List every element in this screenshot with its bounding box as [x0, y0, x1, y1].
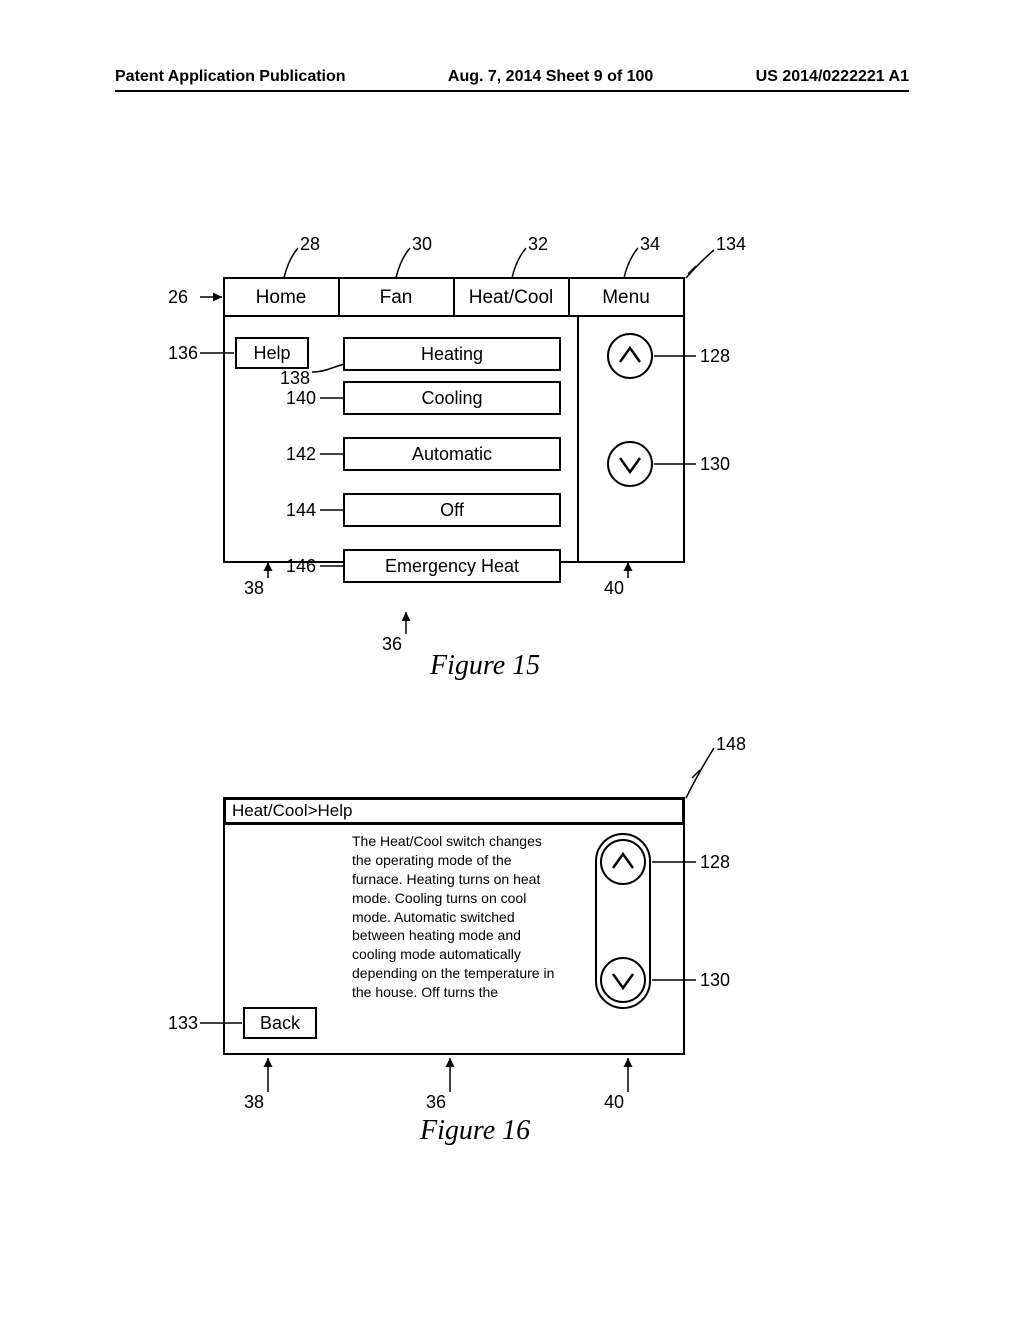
down-button-f16[interactable]: [601, 958, 645, 1002]
svg-text:Help: Help: [253, 343, 290, 363]
ref-36-f15: 36: [382, 634, 402, 654]
back-button[interactable]: Back: [244, 1008, 316, 1038]
svg-text:Heating: Heating: [421, 344, 483, 364]
down-button-f15[interactable]: [608, 442, 652, 486]
ref-142: 142: [286, 444, 316, 464]
ref-34: 34: [640, 234, 660, 254]
help-text: The Heat/Cool switch changes the operati…: [352, 832, 562, 1002]
svg-text:Off: Off: [440, 500, 465, 520]
ref-148: 148: [716, 734, 746, 754]
ref-134: 134: [716, 234, 746, 254]
tab-heat-cool[interactable]: Heat/Cool: [454, 278, 569, 316]
svg-text:Fan: Fan: [380, 287, 413, 308]
help-button-f15[interactable]: Help: [236, 338, 308, 368]
ref-138: 138: [280, 368, 310, 388]
ref-130-f15: 130: [700, 454, 730, 474]
fig15-caption: Figure 15: [430, 650, 540, 682]
ref-128-f15: 128: [700, 346, 730, 366]
ref-144: 144: [286, 500, 316, 520]
svg-text:Menu: Menu: [602, 287, 650, 308]
svg-text:Heat/Cool: Heat/Cool: [469, 287, 554, 308]
svg-text:Home: Home: [256, 287, 307, 308]
tab-home[interactable]: Home: [224, 278, 339, 316]
ref-26: 26: [168, 287, 188, 307]
svg-text:Automatic: Automatic: [412, 444, 492, 464]
breadcrumb-text: Heat/Cool>Help: [232, 801, 353, 821]
breadcrumb: Heat/Cool>Help: [224, 798, 684, 824]
option-emergency-heat[interactable]: Emergency Heat: [344, 550, 560, 582]
ref-133: 133: [168, 1013, 198, 1033]
ref-36-f16: 36: [426, 1092, 446, 1112]
ref-38-f16: 38: [244, 1092, 264, 1112]
up-button-f16[interactable]: [601, 840, 645, 884]
up-button-f15[interactable]: [608, 334, 652, 378]
ref-30: 30: [412, 234, 432, 254]
ref-140: 140: [286, 388, 316, 408]
ref-130-f16: 130: [700, 970, 730, 990]
ref-40-f15: 40: [604, 578, 624, 598]
option-cooling[interactable]: Cooling: [344, 382, 560, 414]
svg-text:Cooling: Cooling: [421, 388, 482, 408]
option-heating[interactable]: Heating: [344, 338, 560, 370]
tab-fan[interactable]: Fan: [339, 278, 454, 316]
ref-38-f15: 38: [244, 578, 264, 598]
ref-40-f16: 40: [604, 1092, 624, 1112]
option-automatic[interactable]: Automatic: [344, 438, 560, 470]
svg-text:Back: Back: [260, 1013, 301, 1033]
fig16-caption: Figure 16: [420, 1115, 530, 1147]
ref-136: 136: [168, 343, 198, 363]
option-off[interactable]: Off: [344, 494, 560, 526]
ref-28: 28: [300, 234, 320, 254]
ref-128-f16: 128: [700, 852, 730, 872]
ref-146: 146: [286, 556, 316, 576]
ref-32: 32: [528, 234, 548, 254]
svg-text:Emergency Heat: Emergency Heat: [385, 556, 519, 576]
tab-menu[interactable]: Menu: [569, 278, 684, 316]
